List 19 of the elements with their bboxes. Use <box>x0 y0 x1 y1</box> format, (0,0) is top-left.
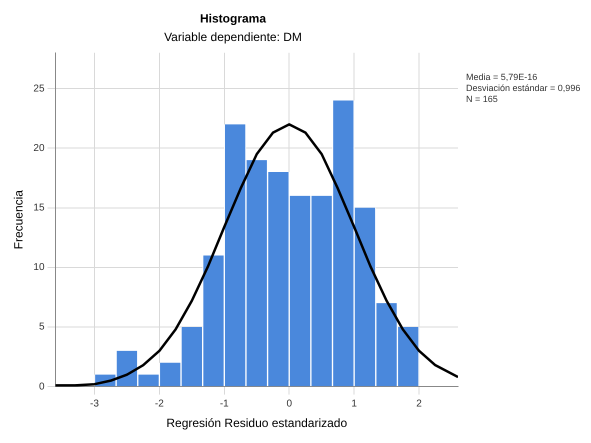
x-tick-label: -2 <box>154 398 164 410</box>
x-tick-label: 0 <box>286 398 292 410</box>
y-tick-label: 5 <box>38 322 45 333</box>
y-tick-label: 25 <box>33 83 45 94</box>
y-axis-title: Frecuencia <box>12 190 26 250</box>
y-tick-label: 10 <box>33 262 45 274</box>
y-tick-label: 15 <box>33 202 45 214</box>
x-axis-title: Regresión Residuo estandarizado <box>166 416 348 430</box>
text: N = 165 <box>466 94 498 104</box>
y-tick-label: 0 <box>38 381 45 392</box>
y-tick-label: 20 <box>33 142 45 154</box>
x-tick-label: 1 <box>351 398 358 410</box>
x-tick-label: -1 <box>220 398 230 410</box>
text: Desviación estándar = 0,996 <box>466 82 580 93</box>
chart-title: Histograma <box>200 12 266 26</box>
x-tick-label: -3 <box>90 398 100 410</box>
chart-subtitle: Variable dependiente: DM <box>164 30 302 44</box>
x-tick-label: 2 <box>416 398 422 410</box>
text: Media = 5,79E-16 <box>466 72 538 82</box>
